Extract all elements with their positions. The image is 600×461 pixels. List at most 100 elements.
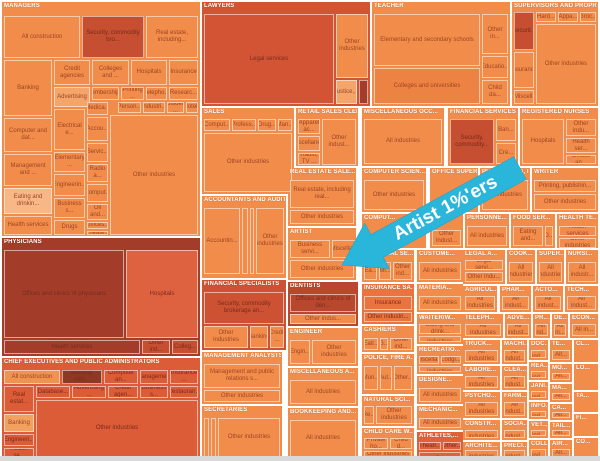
industry-cell: All indust...: [504, 402, 525, 416]
industry-cell: Other industri...: [364, 312, 412, 322]
occupation-label: COLL...: [531, 441, 547, 447]
occupation-block-cl: CL...: [574, 340, 598, 362]
industry-cell: Other industries: [36, 400, 198, 457]
occupation-block-tail: TAIL... All...: [550, 422, 572, 438]
industry-cell: Miscellane...: [298, 136, 320, 151]
industry-cell: Security, commodity bro...: [82, 16, 144, 58]
industry-cell: Hard...: [536, 12, 556, 22]
industry-cell: Database...: [36, 386, 70, 398]
occupation-block-cook: COOK... All industries: [507, 250, 535, 284]
industry-cell: Manageme...: [140, 370, 168, 384]
occupation-block-lo: LO...: [574, 364, 598, 390]
industry-cell: Miscella...: [332, 240, 356, 258]
industry-cell: [250, 208, 254, 274]
occupation-label: AGRICUL...: [465, 287, 496, 293]
occupation-block-managers: MANAGERS All construction Security, commod…: [2, 2, 200, 236]
industry-cell: All industries: [419, 296, 461, 310]
industry-cell: Eating and drink...: [419, 324, 461, 334]
occupation-block-personal-se: PERSONAL SE... Ea... Mi... Other ind...: [362, 250, 414, 282]
industry-cell: Eating and drinkin...: [4, 188, 52, 214]
industry-cell: Computer an...: [104, 370, 138, 384]
occupation-label: MACHI...: [504, 341, 526, 347]
occupation-label: TECH...: [567, 287, 590, 293]
occupation-label: COMPUTER SCIEN...: [364, 169, 425, 175]
occupation-label: MO...: [552, 365, 568, 371]
occupation-label: ACTO...: [535, 287, 558, 293]
industry-cell: Health services: [4, 340, 140, 354]
occupation-block-personne: PERSONNE... All industries: [465, 214, 509, 248]
occupation-block-bookkeeping-and: BOOKKEEPING AND... All industries: [288, 408, 358, 459]
industry-cell: Other industries: [204, 133, 292, 192]
occupation-label: ENGINEER: [290, 329, 323, 335]
industry-cell: Banking: [4, 60, 52, 116]
occupation-block-child-care-w: CHILD CARE W... Private ho... Child d... Ot…: [362, 428, 414, 459]
industry-cell: Health services: [559, 226, 596, 236]
industry-cell: Securit...: [514, 12, 534, 50]
industry-cell: All construction: [4, 16, 80, 58]
occupation-block-financial-specialists: FINANCIAL SPECIALISTS Security, commodity…: [202, 280, 286, 350]
industry-cell: Child da...: [482, 80, 508, 104]
industry-cell: Other industries: [290, 260, 354, 278]
occupation-label: MANAGEMENT ANALYSTS: [204, 353, 281, 359]
industry-cell: Comput...: [87, 184, 108, 202]
occupation-block-fi: FI...: [574, 414, 598, 436]
occupation-block-purchasing-i: PURCHASING, I... All industries: [480, 168, 530, 212]
occupation-label: INSURANCE SA...: [364, 285, 413, 291]
industry-cell: Drug...: [258, 119, 276, 131]
occupation-label: CUSTOME...: [419, 251, 455, 257]
occupation-label: INFO...: [531, 403, 547, 409]
industry-cell: Business s...: [140, 386, 168, 398]
occupation-label: DE...: [554, 315, 567, 321]
industry-cell: Other indus...: [290, 314, 356, 324]
industry-cell: Security, commodity...: [450, 119, 494, 164]
occupation-block-phar: PHAR... All indust...: [500, 286, 531, 312]
industry-cell: Health services: [4, 216, 52, 235]
industry-cell: Elementary and secondary schools: [374, 14, 480, 66]
occupation-block-farm: FARM... All indust...: [502, 392, 527, 418]
occupation-label: OFFICE SUPERV...: [432, 169, 477, 175]
industry-cell: Drugs: [54, 220, 85, 235]
occupation-block-accountants-and-audit: ACCOUNTANTS AND AUDIT... Accountin... Othe…: [202, 196, 286, 278]
occupation-label: JANI...: [531, 383, 547, 389]
industry-cell: All industries: [482, 180, 528, 210]
industry-cell: Man...: [278, 119, 292, 131]
industry-cell: Security, com...: [62, 370, 102, 384]
industry-cell: Engin...: [290, 340, 310, 364]
occupation-block-real-estate-sale: REAL ESTATE SALE... Real estate, includin…: [288, 168, 356, 226]
industry-cell: All industries: [290, 420, 356, 457]
occupation-block-athletes: ATHLETES,...Theatr...Other...Miscellaneo…: [417, 432, 463, 459]
occupation-block-teleph: TELEPH... All industries: [463, 314, 503, 338]
industry-cell: Mi...: [379, 262, 391, 280]
industry-cell: Mun...: [364, 366, 378, 390]
occupation-block-mechanic: MECHANIC... All industries: [417, 406, 463, 430]
occupation-label: FARM...: [504, 393, 526, 399]
industry-cell: Apparel ac...: [298, 119, 320, 134]
industry-cell: Colleg...: [172, 340, 198, 354]
occupation-label: SUPER...: [539, 251, 563, 257]
occupation-block-engineer: ENGINEER Engin... Other industries: [288, 328, 358, 366]
occupation-label: SECRETARIES: [204, 407, 248, 413]
industry-cell: All indust...: [504, 376, 525, 388]
industry-cell: Other industries: [364, 180, 424, 210]
industry-cell: All ind...: [531, 391, 546, 398]
occupation-block-teacher: TEACHER Elementary and secondary schools C…: [372, 2, 510, 106]
occupation-label: TAIL...: [552, 423, 571, 429]
industry-cell: Theatr...: [419, 442, 441, 450]
industry-cell: Other in...: [482, 14, 508, 54]
occupation-block-truck: TRUCK... All industries: [463, 340, 500, 364]
industry-cell: All industries: [419, 418, 461, 428]
occupation-label: DESIGNE...: [419, 377, 453, 383]
occupation-label: BOOKKEEPING AND...: [290, 409, 357, 415]
occupation-label: MATERIA...: [419, 285, 452, 291]
occupation-label: SUPERVISORS AND PROPR...: [514, 3, 597, 9]
industry-cell: Guided ...: [167, 102, 184, 113]
occupation-label: HEALTH TE...: [559, 215, 597, 221]
industry-cell: Insurance: [169, 60, 198, 85]
occupation-block-miscellaneous-a: MISCELLANEOUS A... All industries: [288, 368, 358, 406]
occupation-label: ARCHITE...: [465, 443, 498, 449]
occupation-block-artist: ARTIST Business servi...Miscella... Other …: [288, 228, 356, 280]
industry-cell: Other industries: [218, 418, 280, 457]
industry-cell: Lodgi...: [441, 356, 461, 364]
occupation-label: CHIEF EXECUTIVES AND PUBLIC ADMINISTRATO…: [4, 359, 160, 365]
industry-cell: Appa...: [558, 12, 578, 22]
